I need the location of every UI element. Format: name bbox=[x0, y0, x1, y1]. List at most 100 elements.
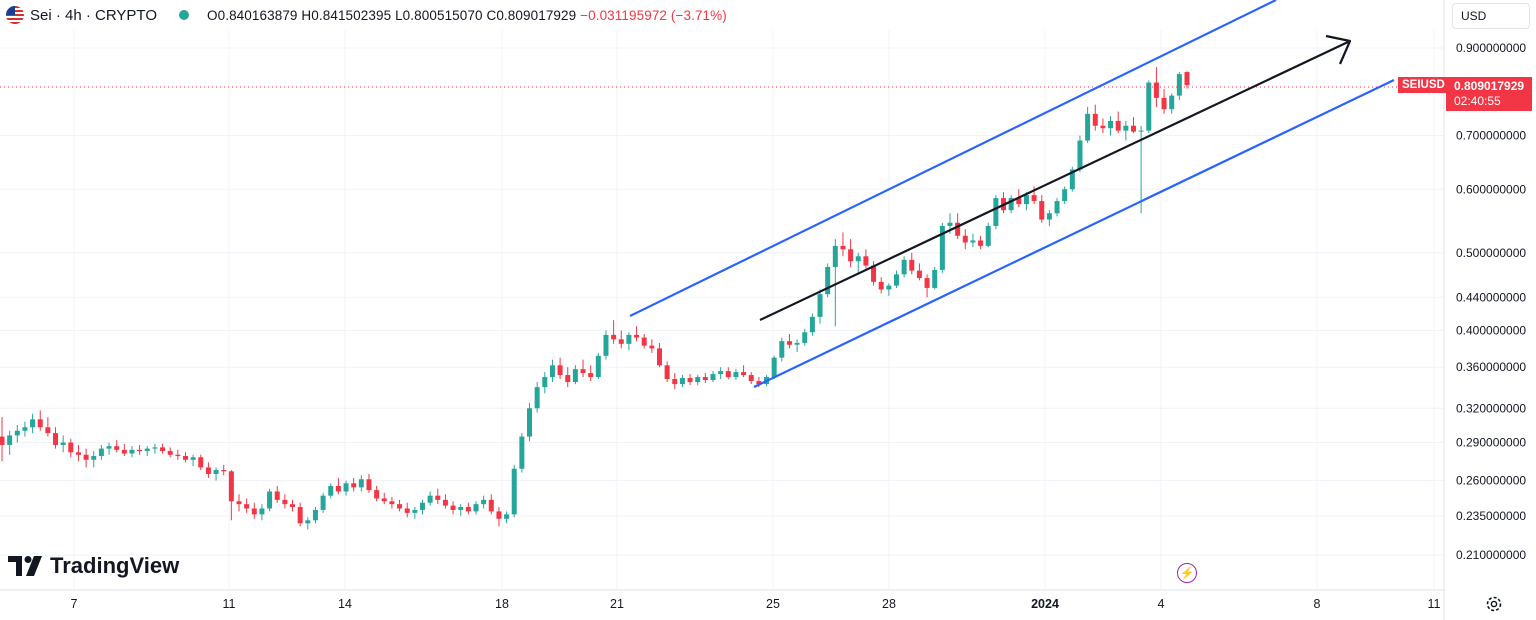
candle-body bbox=[121, 449, 127, 454]
candle-body bbox=[1031, 195, 1037, 202]
candle-body bbox=[871, 265, 877, 282]
change-value: −0.031195972 (−3.71%) bbox=[580, 7, 727, 23]
candle-body bbox=[840, 245, 846, 250]
gear-icon[interactable] bbox=[1484, 594, 1504, 614]
candle-body bbox=[14, 430, 20, 436]
candle-body bbox=[450, 505, 456, 510]
symbol-title[interactable]: Sei · 4h · CRYPTO bbox=[30, 6, 157, 24]
candle-body bbox=[878, 281, 884, 290]
candle-body bbox=[978, 240, 984, 246]
candle-body bbox=[282, 499, 288, 505]
candle-body bbox=[504, 514, 510, 519]
candle-body bbox=[435, 495, 441, 500]
x-tick-label: 7 bbox=[71, 597, 78, 611]
close-label: C bbox=[486, 7, 497, 23]
candle-body bbox=[167, 451, 173, 455]
candle-body bbox=[1161, 97, 1167, 110]
candle-body bbox=[53, 433, 59, 445]
channel-upper-line bbox=[629, 0, 1277, 317]
x-tick-label: 25 bbox=[766, 597, 780, 611]
x-tick-label: 2024 bbox=[1031, 597, 1059, 611]
candle-body bbox=[137, 449, 143, 452]
candle-body bbox=[741, 372, 747, 376]
candle-body bbox=[205, 467, 211, 474]
y-tick-label: 0.700000000 bbox=[1456, 129, 1526, 143]
tradingview-logo-icon bbox=[8, 556, 42, 576]
candle-body bbox=[1016, 198, 1022, 205]
candle-body bbox=[0, 436, 5, 445]
candle-body bbox=[114, 446, 120, 450]
candle-body bbox=[1077, 140, 1083, 170]
candle-body bbox=[748, 375, 754, 382]
candle-body bbox=[649, 345, 655, 349]
candle-body bbox=[595, 355, 601, 378]
candle-body bbox=[144, 448, 150, 452]
high-value: 0.841502395 bbox=[311, 7, 392, 23]
candle-body bbox=[190, 457, 196, 460]
chart-header: Sei · 4h · CRYPTO O0.840163879 H0.841502… bbox=[0, 0, 1440, 30]
candle-body bbox=[702, 377, 708, 381]
candle-body bbox=[947, 222, 953, 226]
candle-body bbox=[129, 449, 135, 454]
x-tick-label: 4 bbox=[1158, 597, 1165, 611]
y-tick-label: 0.400000000 bbox=[1456, 324, 1526, 338]
candle-body bbox=[955, 222, 961, 236]
currency-label: USD bbox=[1461, 9, 1487, 23]
candle-body bbox=[351, 483, 357, 488]
candle-body bbox=[37, 419, 43, 428]
candle-body bbox=[1092, 113, 1098, 126]
candle-body bbox=[580, 369, 586, 374]
candle-body bbox=[213, 470, 219, 474]
x-tick-label: 14 bbox=[338, 597, 352, 611]
candle-body bbox=[786, 341, 792, 345]
x-tick-label: 18 bbox=[495, 597, 509, 611]
candle-body bbox=[511, 468, 517, 515]
candle-body bbox=[1153, 82, 1159, 98]
candle-body bbox=[465, 507, 471, 512]
channel-lower-line bbox=[753, 79, 1395, 388]
candle-body bbox=[817, 294, 823, 317]
candle-body bbox=[901, 259, 907, 275]
candle-body bbox=[160, 447, 166, 452]
candle-body bbox=[718, 371, 724, 375]
open-label: O bbox=[207, 7, 218, 23]
candle-body bbox=[756, 381, 762, 385]
candle-body bbox=[68, 442, 74, 453]
candle-body bbox=[1108, 120, 1114, 129]
candle-body bbox=[611, 334, 617, 340]
candle-body bbox=[458, 507, 464, 510]
y-tick-label: 0.290000000 bbox=[1456, 436, 1526, 450]
candle-body bbox=[244, 504, 250, 509]
y-tick-label: 0.500000000 bbox=[1456, 246, 1526, 260]
candle-body bbox=[7, 435, 13, 445]
market-status-icon[interactable] bbox=[179, 10, 189, 20]
us-flag-icon bbox=[6, 6, 24, 24]
currency-selector[interactable]: USD bbox=[1452, 3, 1530, 29]
candle-body bbox=[809, 316, 815, 333]
candle-body bbox=[542, 377, 548, 388]
candle-body bbox=[228, 471, 234, 502]
candle-body bbox=[1115, 120, 1121, 131]
low-value: 0.800515070 bbox=[402, 7, 483, 23]
watermark-text: TradingView bbox=[50, 553, 180, 578]
high-label: H bbox=[301, 7, 312, 23]
candle-body bbox=[985, 225, 991, 246]
last-price-value: 0.809017929 bbox=[1454, 79, 1525, 93]
candle-body bbox=[83, 454, 89, 460]
last-price-label: 0.809017929 02:40:55 bbox=[1446, 77, 1532, 111]
candle-body bbox=[527, 408, 533, 437]
candle-body bbox=[909, 259, 915, 271]
candle-body bbox=[182, 456, 188, 460]
candle-body bbox=[733, 372, 739, 378]
candle-body bbox=[634, 334, 640, 338]
candle-body bbox=[1062, 189, 1068, 202]
tradingview-watermark[interactable]: TradingView bbox=[8, 553, 179, 579]
bolt-icon[interactable]: ⚡ bbox=[1177, 563, 1197, 583]
y-tick-label: 0.235000000 bbox=[1456, 509, 1526, 523]
x-tick-label: 11 bbox=[1428, 597, 1441, 611]
candle-body bbox=[679, 378, 685, 385]
candle-body bbox=[175, 454, 181, 457]
candle-body bbox=[1054, 201, 1060, 214]
candle-body bbox=[1184, 72, 1190, 86]
